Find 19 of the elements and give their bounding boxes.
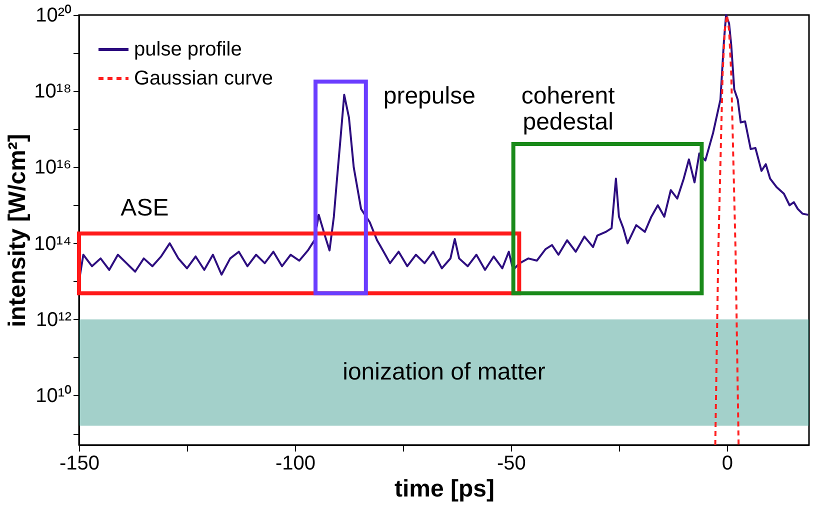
annotation: ASE [120, 194, 169, 222]
annotation: coherent pedestal [521, 82, 616, 136]
band-label: ionization of matter [342, 358, 546, 386]
x-tick-label: -150 [59, 452, 100, 474]
y-axis-title: intensity [W/cm²] [4, 134, 31, 328]
annotation: prepulse [383, 82, 476, 110]
line-series [714, 14, 740, 446]
x-tick-label: -50 [497, 452, 526, 474]
y-tick-label: 10¹⁰ [36, 384, 72, 407]
x-tick-label: -100 [275, 452, 316, 474]
x-tick-label: 0 [722, 452, 733, 474]
y-tick-label: 10¹⁶ [34, 156, 72, 179]
x-axis-title: time [ps] [394, 476, 495, 502]
legend-label: pulse profile [134, 38, 242, 60]
legend-label: Gaussian curve [134, 68, 273, 90]
y-tick-label: 10¹⁴ [34, 232, 72, 255]
y-tick-label: 10²⁰ [36, 4, 72, 26]
y-tick-label: 10¹² [36, 308, 72, 331]
y-tick-label: 10¹⁸ [34, 80, 72, 103]
